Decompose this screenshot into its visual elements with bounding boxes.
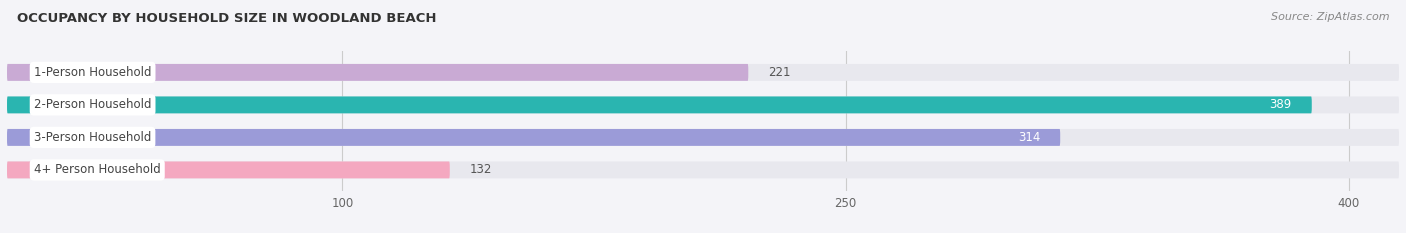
Text: 389: 389: [1270, 98, 1292, 111]
Text: OCCUPANCY BY HOUSEHOLD SIZE IN WOODLAND BEACH: OCCUPANCY BY HOUSEHOLD SIZE IN WOODLAND …: [17, 12, 436, 25]
Text: 2-Person Household: 2-Person Household: [34, 98, 152, 111]
FancyBboxPatch shape: [7, 96, 1399, 113]
Text: 221: 221: [769, 66, 792, 79]
Text: 132: 132: [470, 163, 492, 176]
Text: 4+ Person Household: 4+ Person Household: [34, 163, 160, 176]
FancyBboxPatch shape: [7, 64, 748, 81]
FancyBboxPatch shape: [7, 129, 1399, 146]
FancyBboxPatch shape: [7, 129, 1060, 146]
Text: 3-Person Household: 3-Person Household: [34, 131, 152, 144]
FancyBboxPatch shape: [7, 161, 450, 178]
Text: Source: ZipAtlas.com: Source: ZipAtlas.com: [1271, 12, 1389, 22]
FancyBboxPatch shape: [7, 64, 1399, 81]
Text: 314: 314: [1018, 131, 1040, 144]
FancyBboxPatch shape: [7, 96, 1312, 113]
Text: 1-Person Household: 1-Person Household: [34, 66, 152, 79]
FancyBboxPatch shape: [7, 161, 1399, 178]
